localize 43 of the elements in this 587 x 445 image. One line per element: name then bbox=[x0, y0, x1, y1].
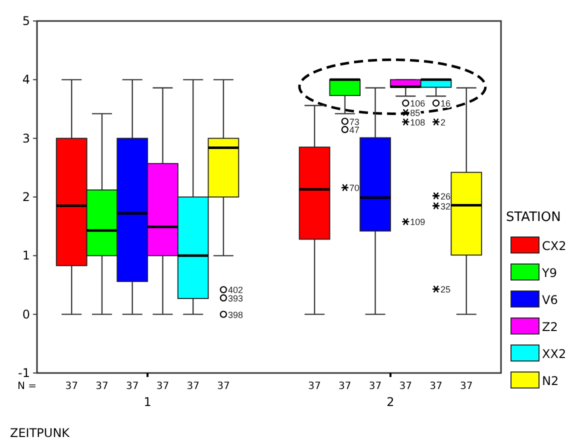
annotation: 2 bbox=[440, 117, 446, 128]
text: 37 bbox=[186, 381, 200, 392]
text: 37 bbox=[156, 381, 170, 392]
annotation: 26 bbox=[440, 191, 451, 202]
legend-label: N2 bbox=[542, 374, 559, 388]
legend-label: Z2 bbox=[542, 320, 558, 334]
text: 37 bbox=[338, 381, 352, 392]
y-tick-label: 3 bbox=[22, 131, 30, 146]
legend-label: XX2 bbox=[542, 347, 566, 361]
annotation: 70 bbox=[349, 183, 360, 194]
text: 37 bbox=[368, 381, 382, 392]
annotation: 25 bbox=[440, 284, 451, 295]
y-tick-label: -1 bbox=[18, 366, 30, 380]
y-tick-label: 2 bbox=[22, 190, 30, 204]
text: 37 bbox=[96, 381, 108, 392]
annotation: 109 bbox=[410, 217, 426, 228]
text: 37 bbox=[308, 381, 321, 392]
text: 37 bbox=[126, 381, 139, 392]
annotation: 47 bbox=[349, 125, 360, 136]
text: 37 bbox=[217, 381, 230, 392]
legend-label: Y9 bbox=[541, 266, 557, 280]
annotation: 16 bbox=[440, 98, 451, 109]
annotation: 398 bbox=[228, 310, 243, 320]
text: 37 bbox=[399, 381, 412, 392]
text: 37 bbox=[65, 381, 78, 392]
y-tick-label: 5 bbox=[22, 14, 30, 28]
text: N = bbox=[17, 381, 37, 392]
y-tick-label: 0 bbox=[22, 307, 30, 322]
legend-title: STATION bbox=[506, 210, 561, 225]
annotation: 106 bbox=[410, 98, 426, 109]
annotation: 108 bbox=[410, 117, 426, 128]
annotation: 32 bbox=[440, 201, 451, 212]
annotation: 73 bbox=[349, 116, 360, 127]
x-axis-title: ZEITPUNK bbox=[10, 426, 71, 440]
legend-label: CX2 bbox=[542, 239, 566, 253]
y-tick-label: 4 bbox=[22, 72, 30, 87]
legend-label: V6 bbox=[542, 293, 558, 307]
annotation: 402 bbox=[228, 285, 243, 296]
annotation: 393 bbox=[228, 293, 243, 304]
text: 37 bbox=[460, 381, 473, 392]
y-tick-label: 1 bbox=[22, 248, 30, 263]
text: 37 bbox=[430, 381, 442, 392]
annotation: 85 bbox=[410, 108, 420, 118]
